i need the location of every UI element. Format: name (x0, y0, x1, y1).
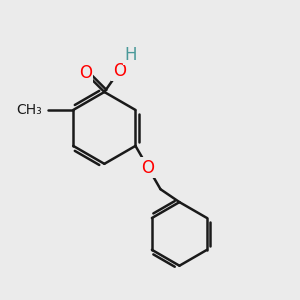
Text: O: O (79, 64, 92, 82)
Text: H: H (124, 46, 137, 64)
Text: O: O (113, 62, 126, 80)
Text: CH₃: CH₃ (16, 103, 42, 117)
Text: O: O (142, 159, 154, 177)
